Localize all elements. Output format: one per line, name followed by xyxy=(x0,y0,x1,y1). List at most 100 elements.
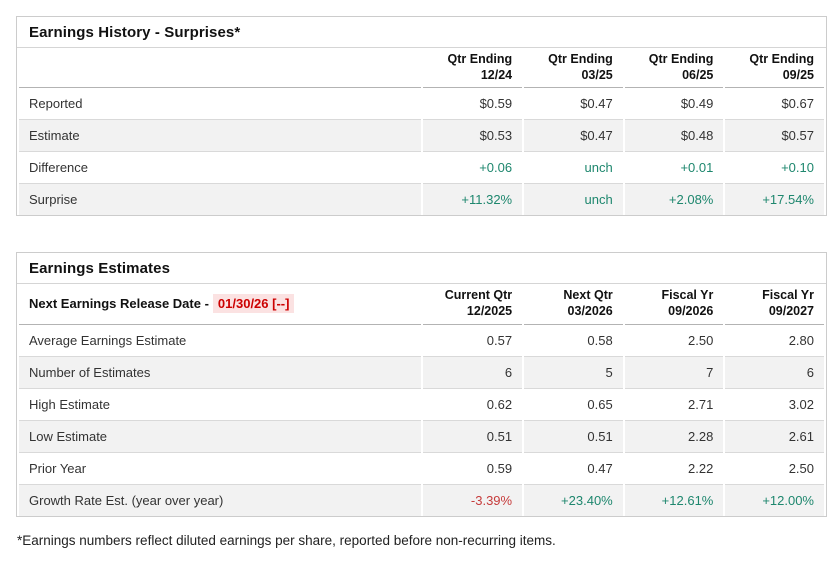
column-header-qtr-0925: Qtr Ending 09/25 xyxy=(725,48,824,89)
table-cell: +12.61% xyxy=(624,484,724,516)
earnings-estimates-table: Next Earnings Release Date -01/30/26 [--… xyxy=(17,284,826,516)
table-cell: +23.40% xyxy=(524,484,623,516)
table-cell: 2.71 xyxy=(624,389,724,421)
table-cell: 6 xyxy=(725,356,824,389)
table-cell: 2.22 xyxy=(624,453,724,485)
cell-value: +0.01 xyxy=(680,160,714,176)
table-cell: 0.51 xyxy=(423,420,523,453)
next-earnings-release-label: Next Earnings Release Date - xyxy=(29,295,209,311)
cell-value: 0.59 xyxy=(486,460,513,476)
cell-value: unch xyxy=(584,192,613,208)
table-cell: 2.50 xyxy=(725,453,824,485)
column-header-qtr-1224: Qtr Ending 12/24 xyxy=(423,48,523,89)
row-label: Low Estimate xyxy=(19,420,422,453)
table-cell: 2.28 xyxy=(624,420,724,453)
table-cell: $0.59 xyxy=(423,88,523,121)
earnings-estimates-title: Earnings Estimates xyxy=(17,253,826,285)
cell-value: unch xyxy=(584,160,613,176)
cell-value: +2.08% xyxy=(668,192,714,208)
cell-value: 7 xyxy=(706,364,714,380)
next-earnings-release-date-link[interactable]: 01/30/26 [--] xyxy=(212,293,295,313)
table-row-prior-year: Prior Year 0.59 0.47 2.22 2.50 xyxy=(19,453,824,485)
cell-value: 6 xyxy=(806,364,814,380)
column-header-current-qtr: Current Qtr 12/2025 xyxy=(423,284,523,325)
cell-value: $0.53 xyxy=(479,128,513,144)
table-cell: $0.47 xyxy=(524,120,623,153)
column-header-fiscal-yr-2026: Fiscal Yr 09/2026 xyxy=(624,284,724,325)
cell-value: 2.50 xyxy=(688,332,714,348)
table-cell: $0.48 xyxy=(624,120,724,153)
table-row-high-estimate: High Estimate 0.62 0.65 2.71 3.02 xyxy=(19,389,824,421)
row-label: High Estimate xyxy=(19,389,422,421)
cell-value: 3.02 xyxy=(788,396,814,412)
column-header-fiscal-yr-2027: Fiscal Yr 09/2027 xyxy=(725,284,824,325)
table-cell: -3.39% xyxy=(423,484,523,516)
earnings-estimates-header-row: Next Earnings Release Date -01/30/26 [--… xyxy=(19,284,824,325)
cell-value: 0.62 xyxy=(486,396,513,412)
table-row-estimate: Estimate $0.53 $0.47 $0.48 $0.57 xyxy=(19,120,824,153)
table-cell: 0.57 xyxy=(423,325,523,357)
table-cell: +17.54% xyxy=(725,184,824,216)
cell-value: 0.47 xyxy=(587,460,613,476)
table-cell: +12.00% xyxy=(725,484,824,516)
cell-value: 2.80 xyxy=(788,332,814,348)
row-label: Difference xyxy=(19,152,422,185)
table-cell: unch xyxy=(524,184,623,216)
cell-value: +17.54% xyxy=(762,192,814,208)
table-cell: $0.57 xyxy=(725,120,824,153)
table-cell: 6 xyxy=(423,356,523,389)
earnings-estimates-table-panel: Earnings Estimates Next Earnings Release… xyxy=(16,252,827,517)
cell-value: 5 xyxy=(605,364,613,380)
row-label: Prior Year xyxy=(19,453,422,485)
next-earnings-release: Next Earnings Release Date -01/30/26 [--… xyxy=(19,284,422,325)
cell-value: +12.61% xyxy=(661,492,714,508)
cell-value: -3.39% xyxy=(470,492,513,508)
table-cell: 0.59 xyxy=(423,453,523,485)
cell-value: 0.51 xyxy=(587,428,613,444)
cell-value: 0.57 xyxy=(486,332,513,348)
table-row-reported: Reported $0.59 $0.47 $0.49 $0.67 xyxy=(19,88,824,121)
cell-value: 6 xyxy=(504,364,513,380)
cell-value: $0.67 xyxy=(781,96,814,112)
table-cell: 3.02 xyxy=(725,389,824,421)
row-label: Growth Rate Est. (year over year) xyxy=(19,484,422,516)
column-header-qtr-0325: Qtr Ending 03/25 xyxy=(524,48,623,89)
table-cell: +0.10 xyxy=(725,152,824,185)
cell-value: $0.48 xyxy=(680,128,714,144)
table-cell: 7 xyxy=(624,356,724,389)
cell-value: 2.71 xyxy=(688,396,714,412)
table-cell: 0.47 xyxy=(524,453,623,485)
cell-value: 2.28 xyxy=(688,428,714,444)
earnings-history-table: Qtr Ending 12/24 Qtr Ending 03/25 Qtr En… xyxy=(17,48,826,216)
row-label: Reported xyxy=(19,88,422,121)
cell-value: 0.51 xyxy=(486,428,513,444)
cell-value: $0.57 xyxy=(781,128,814,144)
column-header-next-qtr: Next Qtr 03/2026 xyxy=(524,284,623,325)
table-cell: 2.80 xyxy=(725,325,824,357)
earnings-history-title: Earnings History - Surprises* xyxy=(17,17,826,48)
table-cell: +2.08% xyxy=(624,184,724,216)
table-row-surprise: Surprise +11.32% unch +2.08% +17.54% xyxy=(19,184,824,216)
earnings-history-table-panel: Earnings History - Surprises* Qtr Ending… xyxy=(16,16,827,217)
cell-value: $0.47 xyxy=(580,128,613,144)
table-cell: 2.50 xyxy=(624,325,724,357)
cell-value: 2.50 xyxy=(788,460,814,476)
table-row-low-estimate: Low Estimate 0.51 0.51 2.28 2.61 xyxy=(19,420,824,453)
table-cell: 2.61 xyxy=(725,420,824,453)
cell-value: $0.47 xyxy=(580,96,613,112)
table-row-number-of-estimates: Number of Estimates 6 5 7 6 xyxy=(19,356,824,389)
table-cell: $0.47 xyxy=(524,88,623,121)
cell-value: 2.22 xyxy=(688,460,714,476)
table-cell: +11.32% xyxy=(423,184,523,216)
table-row-average-earnings-estimate: Average Earnings Estimate 0.57 0.58 2.50… xyxy=(19,325,824,357)
table-row-difference: Difference +0.06 unch +0.01 +0.10 xyxy=(19,152,824,185)
cell-value: +0.10 xyxy=(781,160,814,176)
table-cell: +0.01 xyxy=(624,152,724,185)
table-cell: $0.49 xyxy=(624,88,724,121)
cell-value: +12.00% xyxy=(762,492,814,508)
earnings-footnote: *Earnings numbers reflect diluted earnin… xyxy=(17,532,556,548)
cell-value: $0.49 xyxy=(680,96,714,112)
column-header-qtr-0625: Qtr Ending 06/25 xyxy=(624,48,724,89)
table-cell: $0.67 xyxy=(725,88,824,121)
table-cell: 0.65 xyxy=(524,389,623,421)
